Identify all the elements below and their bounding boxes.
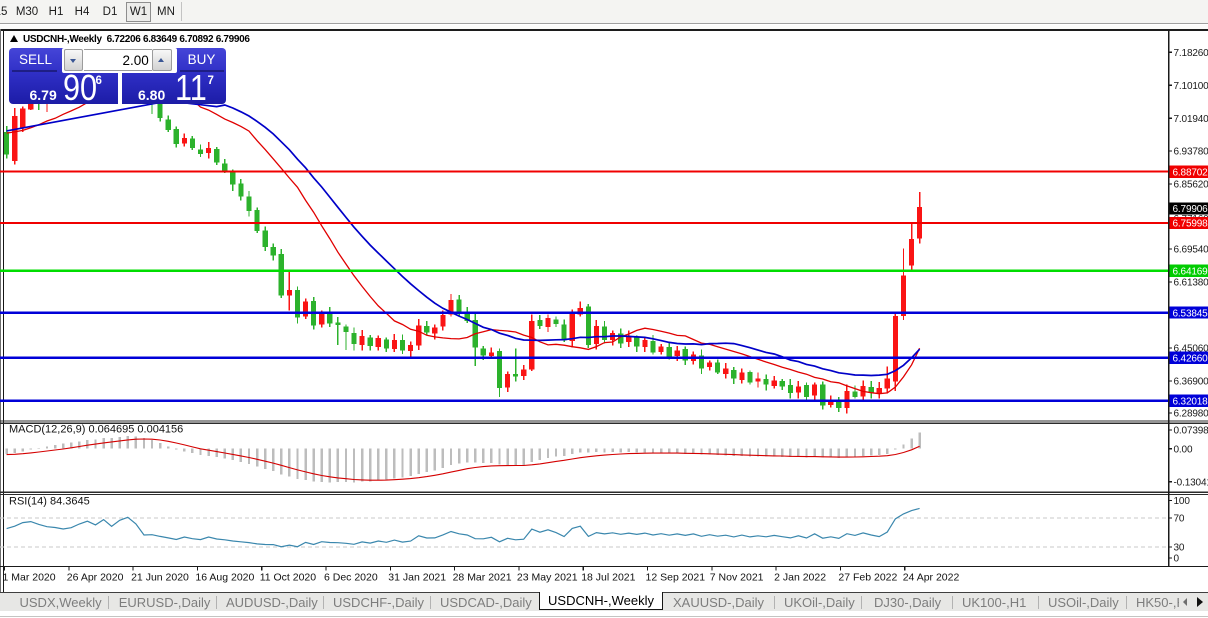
svg-text:12 Sep 2021: 12 Sep 2021 bbox=[646, 572, 706, 584]
svg-text:6.69540: 6.69540 bbox=[1174, 245, 1208, 256]
svg-text:6.28980: 6.28980 bbox=[1174, 409, 1208, 420]
svg-text:6.45060: 6.45060 bbox=[1174, 344, 1208, 355]
svg-text:6.93780: 6.93780 bbox=[1174, 147, 1208, 158]
svg-text:1 Mar 2020: 1 Mar 2020 bbox=[3, 572, 56, 584]
svg-text:RSI(14) 84.3645: RSI(14) 84.3645 bbox=[9, 496, 90, 508]
svg-text:30: 30 bbox=[1174, 543, 1185, 554]
svg-text:2 Jan 2022: 2 Jan 2022 bbox=[774, 572, 826, 584]
svg-text:0: 0 bbox=[1174, 553, 1180, 564]
svg-text:26 Apr 2020: 26 Apr 2020 bbox=[67, 572, 124, 584]
svg-text:7.10100: 7.10100 bbox=[1174, 81, 1208, 92]
svg-text:70: 70 bbox=[1174, 514, 1185, 525]
svg-text:21 Jun 2020: 21 Jun 2020 bbox=[131, 572, 189, 584]
svg-text:23 May 2021: 23 May 2021 bbox=[517, 572, 578, 584]
svg-text:0.00: 0.00 bbox=[1174, 444, 1193, 455]
svg-text:6.53845: 6.53845 bbox=[1173, 308, 1208, 319]
svg-text:6.79906: 6.79906 bbox=[1173, 204, 1208, 215]
svg-text:6.42660: 6.42660 bbox=[1173, 354, 1208, 365]
svg-text:6.88702: 6.88702 bbox=[1173, 167, 1208, 178]
svg-text:27 Feb 2022: 27 Feb 2022 bbox=[838, 572, 897, 584]
svg-text:28 Mar 2021: 28 Mar 2021 bbox=[453, 572, 512, 584]
svg-text:0.073986: 0.073986 bbox=[1174, 426, 1208, 437]
svg-text:6.61380: 6.61380 bbox=[1174, 278, 1208, 289]
svg-text:6 Dec 2020: 6 Dec 2020 bbox=[324, 572, 378, 584]
svg-text:16 Aug 2020: 16 Aug 2020 bbox=[195, 572, 254, 584]
svg-text:7.01940: 7.01940 bbox=[1174, 114, 1208, 125]
svg-text:-0.13041: -0.13041 bbox=[1174, 477, 1208, 488]
svg-text:6.32018: 6.32018 bbox=[1173, 397, 1208, 408]
svg-text:7 Nov 2021: 7 Nov 2021 bbox=[710, 572, 764, 584]
svg-text:11 Oct 2020: 11 Oct 2020 bbox=[260, 572, 317, 584]
svg-text:6.85620: 6.85620 bbox=[1174, 180, 1208, 191]
svg-text:MACD(12,26,9) 0.064695 0.00415: MACD(12,26,9) 0.064695 0.004156 bbox=[9, 424, 183, 436]
svg-text:7.18260: 7.18260 bbox=[1174, 48, 1208, 59]
svg-text:18 Jul 2021: 18 Jul 2021 bbox=[581, 572, 635, 584]
svg-text:6.64169: 6.64169 bbox=[1173, 267, 1208, 278]
svg-text:6.75998: 6.75998 bbox=[1173, 219, 1208, 230]
svg-text:6.36900: 6.36900 bbox=[1174, 377, 1208, 388]
svg-text:100: 100 bbox=[1174, 496, 1191, 507]
svg-text:31 Jan 2021: 31 Jan 2021 bbox=[388, 572, 446, 584]
svg-text:24 Apr 2022: 24 Apr 2022 bbox=[903, 572, 960, 584]
